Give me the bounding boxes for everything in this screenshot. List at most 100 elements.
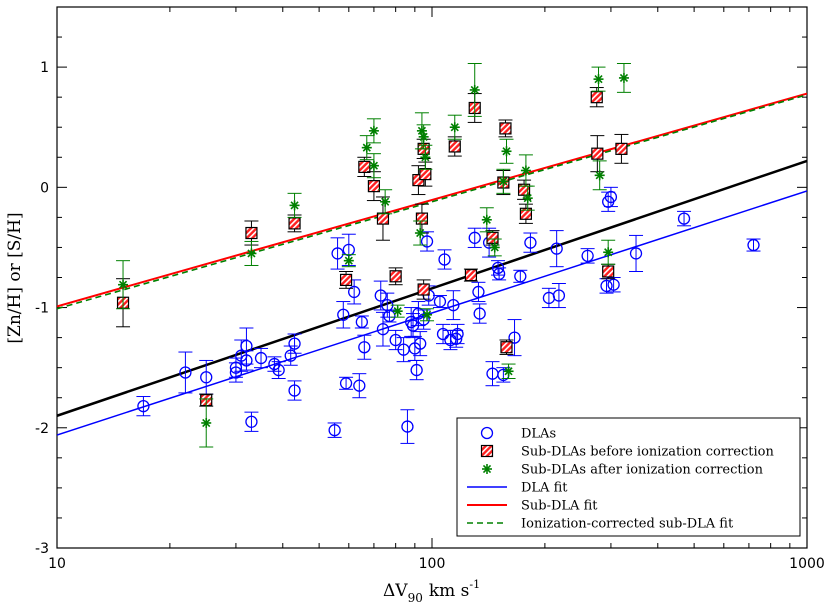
subdla-after-point (489, 242, 500, 253)
dla-point (468, 231, 481, 244)
star-stroke (202, 418, 211, 428)
dla-point (401, 420, 414, 433)
x-axis-subscript: 90 (408, 591, 423, 605)
star-stroke (523, 194, 532, 203)
subdla-after-point (361, 142, 372, 153)
subdla-before-point (339, 273, 353, 287)
star-stroke (290, 201, 299, 210)
star-stroke (504, 367, 513, 376)
dla-point (436, 327, 450, 341)
subdla-before-point (358, 160, 371, 173)
star-stroke (595, 171, 604, 180)
y-tick-label: -1 (35, 301, 49, 317)
dla-point (288, 337, 301, 350)
dla-point (272, 363, 285, 377)
dla-point (284, 349, 297, 362)
dla-point (508, 331, 521, 344)
subdla-after-point (343, 255, 354, 266)
subdla-before-point (464, 268, 478, 282)
subdla-after-point (498, 176, 509, 187)
legend-label: Sub-DLA fit (521, 499, 598, 514)
y-tick-label: 0 (40, 180, 49, 196)
dla-point (581, 249, 594, 263)
y-tick-label: -3 (35, 541, 49, 557)
subdla-before-point (417, 283, 430, 296)
dla-point (331, 247, 344, 260)
subdla-after-point (420, 152, 431, 163)
dla-point (355, 315, 368, 329)
star-stroke (619, 73, 629, 83)
star-stroke (419, 132, 428, 141)
subdla-before-point (591, 147, 604, 160)
subdla-before-point (419, 168, 432, 181)
legend-label: DLAs (521, 427, 556, 442)
x-tick-label: 10 (48, 556, 66, 572)
subdla-after-point (522, 193, 533, 204)
star-stroke (450, 123, 459, 132)
legend: DLAs Sub-DLAs before ionization correctio… (456, 417, 801, 537)
subdla-before-point (519, 207, 533, 220)
dla-point (472, 285, 485, 299)
dla-point (245, 415, 258, 428)
subdla-after-point (368, 160, 379, 171)
overall-fit-line (57, 159, 807, 417)
dla-point (604, 190, 618, 204)
subdla-after-point (501, 146, 512, 157)
subdla-after-point (289, 200, 300, 211)
dla-point (420, 235, 434, 248)
x-axis-title: ΔV90 km s-1 (383, 578, 480, 605)
dla-point (337, 308, 350, 321)
dla-point (433, 295, 447, 308)
y-tick-label: 1 (40, 60, 49, 76)
subdla-after-point (469, 84, 480, 95)
star-stroke (393, 307, 402, 316)
dla-point (524, 236, 537, 249)
subdla-before-point (448, 140, 461, 153)
subdla-before-point (389, 270, 402, 283)
subdla-after-point (392, 306, 403, 317)
dla-point (358, 341, 371, 354)
subdla-before-point (415, 212, 429, 225)
star-stroke (118, 280, 128, 289)
x-axis-unit: km s (429, 581, 470, 601)
star-stroke (502, 147, 511, 156)
dla-point (229, 366, 243, 379)
dla-point (288, 384, 301, 397)
star-stroke (417, 126, 427, 135)
legend-box (456, 417, 801, 537)
ion-fit-line (57, 93, 807, 310)
dla-point (240, 354, 253, 367)
dla-point (550, 242, 563, 255)
dla-point (353, 379, 366, 392)
legend-after-marker (482, 464, 492, 474)
x-axis-superscript: -1 (469, 578, 480, 591)
subdla-after-point (201, 417, 212, 428)
subdla-before-point (499, 122, 512, 135)
subdla-after-point (449, 122, 460, 133)
star-stroke (416, 228, 425, 238)
star-stroke (247, 249, 256, 258)
star-stroke (381, 197, 390, 206)
legend-label: Ionization-corrected sub-DLA fit (521, 517, 734, 532)
star-stroke (470, 85, 479, 95)
subdla-before-point (376, 212, 390, 225)
star-stroke (499, 177, 508, 186)
dla-point (376, 323, 390, 336)
subdla-after-point (368, 125, 379, 136)
dla-point (492, 267, 506, 281)
star-stroke (604, 248, 613, 257)
dla-point (328, 424, 341, 437)
subdla-after-point (418, 131, 429, 142)
dla-point (747, 238, 760, 252)
x-tick-label: 100 (419, 556, 446, 572)
subdla-after-point (118, 279, 129, 290)
star-stroke (421, 153, 430, 162)
axis-ticks (56, 6, 808, 549)
dla-point (629, 247, 643, 260)
subdla-before-point (245, 226, 258, 240)
subdla-after-point (246, 248, 257, 259)
subdla-after-point (415, 228, 426, 239)
tick-labels: 10 100 1000 -3 -2 -1 0 1 (35, 60, 825, 572)
subdla-after-point (594, 170, 605, 181)
